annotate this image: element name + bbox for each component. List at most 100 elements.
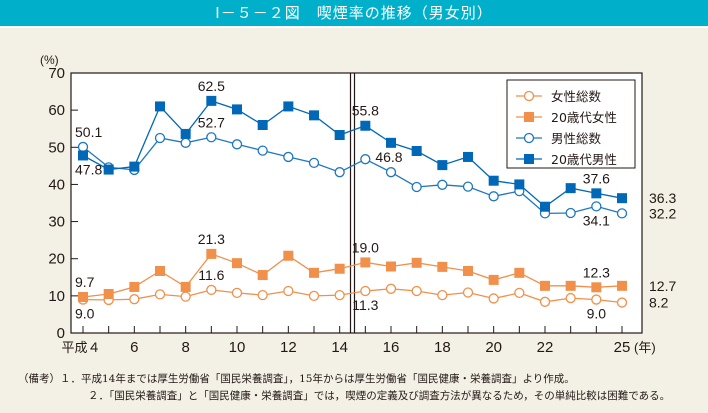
data-point: [360, 120, 371, 131]
data-point: [539, 296, 551, 307]
data-point: [411, 181, 422, 193]
x-tick-label: 16: [383, 339, 400, 356]
data-point: [565, 183, 576, 194]
note-1: （備考）１．平成14年までは厚生労働省「国民栄養調査」，15年からは厚生労働省「…: [18, 373, 575, 385]
x-tick-label: 10: [229, 339, 246, 356]
series-女性総数: [77, 283, 628, 308]
data-point: [617, 193, 627, 204]
data-point: [514, 287, 525, 299]
data-point: [437, 289, 448, 301]
data-point: [257, 270, 268, 281]
data-point: [360, 285, 371, 297]
data-point: [334, 289, 345, 301]
data-point: [103, 164, 114, 175]
y-tick-label: 30: [48, 214, 65, 231]
series-20歳代男性: [78, 95, 627, 212]
data-label: 36.3: [649, 190, 676, 206]
data-point: [180, 291, 191, 302]
data-point: [385, 283, 397, 294]
data-point: [232, 104, 242, 115]
data-point: [257, 289, 268, 301]
data-label: 9.7: [75, 274, 95, 290]
legend-item: 20歳代男性: [516, 152, 617, 167]
data-point: [488, 191, 499, 202]
data-point: [437, 160, 448, 171]
data-point: [257, 120, 268, 130]
data-point: [180, 281, 191, 292]
data-point: [540, 280, 550, 291]
legend-label: 男性総数: [551, 131, 602, 146]
data-point: [77, 141, 89, 153]
data-point: [488, 274, 499, 285]
data-point: [129, 294, 140, 305]
data-point: [463, 265, 473, 276]
data-point: [129, 281, 140, 292]
x-tick-label: 8: [181, 339, 189, 356]
data-point: [523, 132, 535, 144]
data-label: 21.3: [198, 231, 225, 247]
data-point: [180, 137, 191, 148]
x-tick-label: 12: [280, 339, 297, 356]
data-point: [78, 150, 88, 161]
data-point: [154, 132, 166, 144]
x-tick-label: 25: [614, 339, 631, 356]
data-point: [488, 175, 499, 186]
data-point: [360, 154, 371, 165]
y-tick-label: 60: [48, 102, 65, 119]
data-point: [411, 285, 422, 297]
legend-label: 20歳代女性: [551, 110, 617, 125]
data-point: [334, 263, 345, 274]
legend-item: 女性総数: [516, 89, 602, 104]
title-separator: [0, 26, 708, 28]
data-label: 34.1: [583, 212, 610, 228]
line-chart: 0 10 20 30 40 50 60 70(%) 平成４ 6 8 10 12 14 16 18 20 22 25(…: [40, 53, 676, 356]
data-point: [591, 294, 602, 305]
data-point: [283, 151, 294, 163]
y-tick-label: 0: [57, 325, 65, 342]
data-point: [103, 289, 114, 299]
y-axis-unit: (%): [40, 53, 59, 67]
data-label: 11.3: [352, 297, 378, 313]
data-label: 32.2: [649, 205, 676, 221]
data-point: [437, 179, 448, 190]
data-point: [231, 139, 243, 150]
data-point: [488, 293, 499, 304]
data-point: [463, 151, 473, 162]
data-point: [591, 188, 602, 199]
data-point: [617, 280, 627, 291]
x-tick-label: 14: [331, 339, 348, 356]
y-tick-label: 70: [48, 65, 65, 82]
data-point: [180, 128, 191, 139]
data-point: [514, 179, 525, 190]
data-label: 47.8: [75, 161, 102, 177]
data-point: [524, 154, 534, 164]
data-label: 9.0: [75, 306, 95, 322]
x-tick-label: 20: [485, 339, 502, 356]
series-line: [82, 136, 623, 215]
legend-label: 女性総数: [551, 89, 602, 104]
figure-title: Ⅰ－５－２図 喫煙率の推移（男女別）: [0, 0, 708, 26]
data-point: [462, 287, 474, 298]
notes: （備考）１．平成14年までは厚生労働省「国民栄養調査」，15年からは厚生労働省「…: [18, 371, 670, 405]
data-point: [385, 167, 397, 178]
y-tick-label: 50: [48, 139, 65, 156]
data-point: [334, 167, 345, 178]
data-point: [206, 248, 217, 259]
data-point: [309, 267, 319, 278]
series-line: [82, 253, 623, 298]
data-point: [155, 265, 165, 276]
x-tick-label: 6: [130, 339, 138, 356]
data-point: [565, 280, 576, 291]
x-tick-label: 18: [434, 339, 451, 356]
data-label: 62.5: [198, 78, 225, 94]
y-tick-label: 20: [48, 251, 65, 268]
data-point: [523, 90, 535, 102]
data-point: [386, 137, 396, 148]
data-point: [591, 201, 602, 212]
data-point: [206, 95, 217, 106]
x-tick-label: 平成４: [61, 340, 100, 355]
data-label: 11.6: [198, 267, 224, 283]
data-point: [540, 201, 550, 212]
series-line: [82, 100, 623, 208]
data-point: [283, 285, 294, 297]
